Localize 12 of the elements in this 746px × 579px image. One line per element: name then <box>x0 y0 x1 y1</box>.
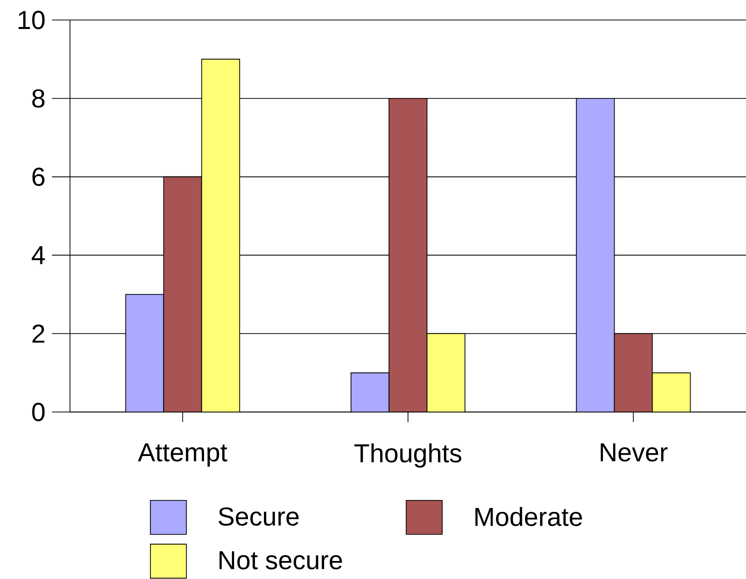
x-tick-label: Attempt <box>138 443 228 467</box>
y-tick-label: 6 <box>32 168 44 186</box>
y-tick-label: 8 <box>32 89 44 108</box>
y-tick-label: 4 <box>32 246 45 264</box>
legend-label: Not secure <box>220 551 342 570</box>
y-tick-label: 2 <box>32 324 44 343</box>
legend-label: Secure <box>218 507 299 526</box>
y-tick-label: 0 <box>32 402 45 422</box>
x-tick-label: Thoughts <box>354 443 462 468</box>
legend-label: Moderate <box>475 506 582 526</box>
x-tick-label: Never <box>600 443 668 462</box>
y-tick-label: 10 <box>18 10 45 30</box>
